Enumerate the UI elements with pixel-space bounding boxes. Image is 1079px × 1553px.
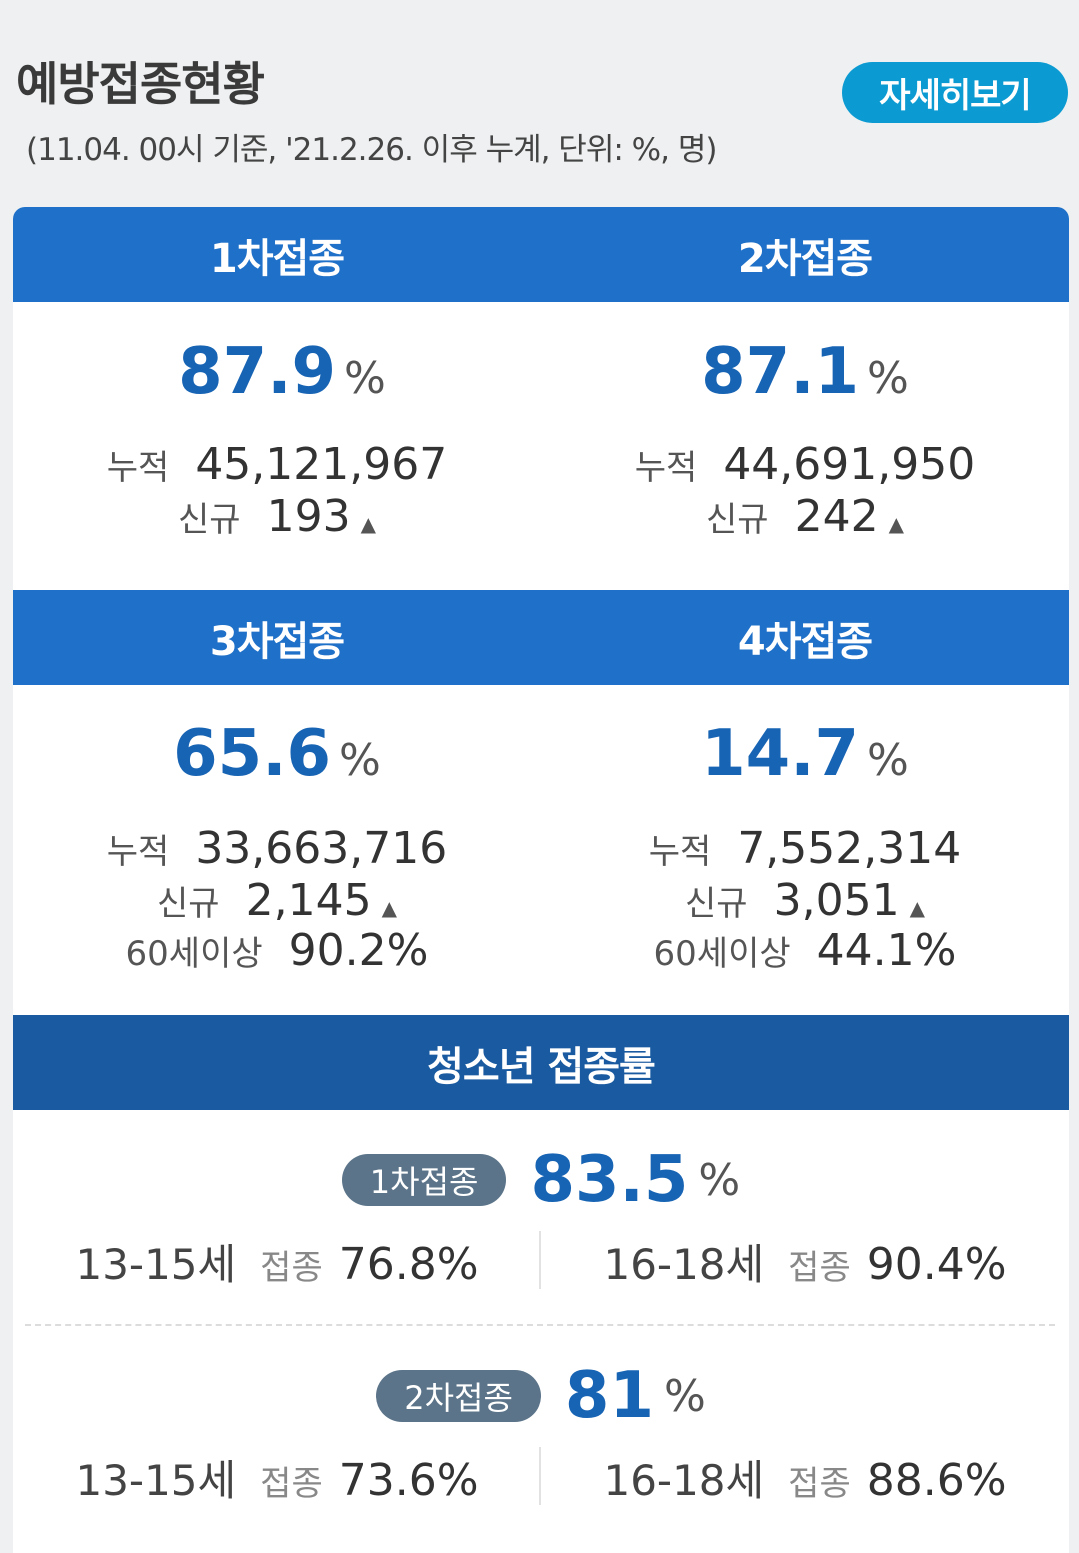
youth-dose1-age-16-18: 16-18세 접종 90.4% (541, 1231, 1069, 1292)
dose4-header: 4차접종 (737, 618, 873, 665)
dose1-new-label: 신규 (178, 500, 241, 540)
dose3-age-value: 90.2% (288, 925, 429, 976)
dose3-new: 신규 2,145 ▲ (13, 875, 541, 926)
youth-dose2-age-13-15: 13-15세 접종 73.6% (13, 1447, 541, 1508)
youth-dose1-pill: 1차접종 (341, 1154, 507, 1206)
dose4-pct-unit: % (867, 735, 909, 786)
detail-button[interactable]: 자세히보기 (842, 62, 1068, 123)
age-group-value: 73.6% (338, 1455, 479, 1506)
dose4-cum-value: 7,552,314 (737, 823, 962, 874)
dose3-age60: 60세이상 90.2% (13, 925, 541, 976)
youth-dose1-summary: 1차접종 83.5 % (13, 1143, 1069, 1217)
age-group-label: 접종 (788, 1464, 851, 1504)
triangle-up-icon: ▲ (360, 512, 376, 536)
age-group-value: 90.4% (866, 1239, 1007, 1290)
dose2-cum-value: 44,691,950 (723, 439, 976, 490)
triangle-up-icon: ▲ (909, 896, 925, 920)
age-group-name: 16-18세 (603, 1240, 765, 1289)
youth-dose1-pct-unit: % (698, 1154, 741, 1206)
dose3-pct-value: 65.6 (173, 717, 332, 791)
youth-dose2-pct: 81 (564, 1359, 654, 1433)
youth-dose2-pill: 2차접종 (376, 1370, 541, 1422)
age-group-value: 88.6% (866, 1455, 1007, 1506)
vaccination-card: 1차접종 2차접종 87.9 % 누적 45,121,967 신규 193 ▲ … (13, 207, 1069, 1553)
dose1-pct-value: 87.9 (178, 335, 337, 409)
dose4-new: 신규 3,051 ▲ (541, 875, 1069, 926)
dose2-new-value: 242 (794, 491, 879, 542)
page-subtitle: (11.04. 00시 기준, '21.2.26. 이후 누계, 단위: %, … (26, 132, 717, 168)
youth-dose1-ages: 13-15세 접종 76.8% 16-18세 접종 90.4% (13, 1231, 1069, 1292)
dose2-percent: 87.1 % (541, 335, 1069, 409)
age-group-name: 13-15세 (75, 1240, 237, 1289)
age-group-label: 접종 (260, 1248, 323, 1288)
dose2-cumulative: 누적 44,691,950 (541, 439, 1069, 490)
triangle-up-icon: ▲ (888, 512, 904, 536)
dose2-header: 2차접종 (737, 235, 873, 282)
age-group-name: 16-18세 (603, 1456, 765, 1505)
dose3-header: 3차접종 (209, 618, 345, 665)
youth-header: 청소년 접종률 (13, 1015, 1069, 1110)
dashed-divider (25, 1324, 1055, 1326)
dose4-new-label: 신규 (685, 884, 748, 924)
youth-dose2-ages: 13-15세 접종 73.6% 16-18세 접종 88.6% (13, 1447, 1069, 1508)
dose3-age-label: 60세이상 (125, 934, 263, 974)
divider (539, 1447, 541, 1505)
youth-dose2-pct-unit: % (663, 1370, 706, 1422)
dose3-cumulative: 누적 33,663,716 (13, 823, 541, 874)
dose-header-3-4: 3차접종 4차접종 (13, 590, 1069, 685)
dose3-percent: 65.6 % (13, 717, 541, 791)
dose3-pct-unit: % (339, 735, 381, 786)
dose4-new-value: 3,051 (773, 875, 900, 926)
dose4-age-value: 44.1% (816, 925, 957, 976)
divider (539, 1231, 541, 1289)
age-group-label: 접종 (260, 1464, 323, 1504)
dose4-age60: 60세이상 44.1% (541, 925, 1069, 976)
youth-title: 청소년 접종률 (427, 1043, 656, 1090)
dose4-cumulative: 누적 7,552,314 (541, 823, 1069, 874)
dose4-percent: 14.7 % (541, 717, 1069, 791)
dose3-new-label: 신규 (157, 884, 220, 924)
age-group-label: 접종 (788, 1248, 851, 1288)
dose1-header: 1차접종 (209, 235, 345, 282)
dose2-new-label: 신규 (706, 500, 769, 540)
youth-dose1-age-13-15: 13-15세 접종 76.8% (13, 1231, 541, 1292)
age-group-name: 13-15세 (75, 1456, 237, 1505)
dose4-pct-value: 14.7 (701, 717, 860, 791)
age-group-value: 76.8% (338, 1239, 479, 1290)
dose1-new-value: 193 (266, 491, 351, 542)
dose3-cum-value: 33,663,716 (195, 823, 448, 874)
dose1-new: 신규 193 ▲ (13, 491, 541, 542)
triangle-up-icon: ▲ (381, 896, 397, 920)
dose1-percent: 87.9 % (13, 335, 551, 409)
dose1-pct-unit: % (344, 353, 386, 404)
dose2-new: 신규 242 ▲ (541, 491, 1069, 542)
dose2-cum-label: 누적 (634, 448, 698, 488)
dose2-pct-unit: % (867, 353, 909, 404)
dose1-cum-value: 45,121,967 (195, 439, 448, 490)
youth-dose2-summary: 2차접종 81 % (13, 1359, 1069, 1433)
dose3-cum-label: 누적 (106, 832, 170, 872)
dose3-new-value: 2,145 (245, 875, 372, 926)
dose4-cum-label: 누적 (648, 832, 712, 872)
dose-header-1-2: 1차접종 2차접종 (13, 207, 1069, 302)
dose4-age-label: 60세이상 (653, 934, 791, 974)
youth-dose1-pct: 83.5 (530, 1143, 689, 1217)
dose2-pct-value: 87.1 (701, 335, 860, 409)
youth-dose2-age-16-18: 16-18세 접종 88.6% (541, 1447, 1069, 1508)
dose1-cumulative: 누적 45,121,967 (13, 439, 541, 490)
dose1-cum-label: 누적 (106, 448, 170, 488)
page-title: 예방접종현황 (16, 57, 265, 111)
